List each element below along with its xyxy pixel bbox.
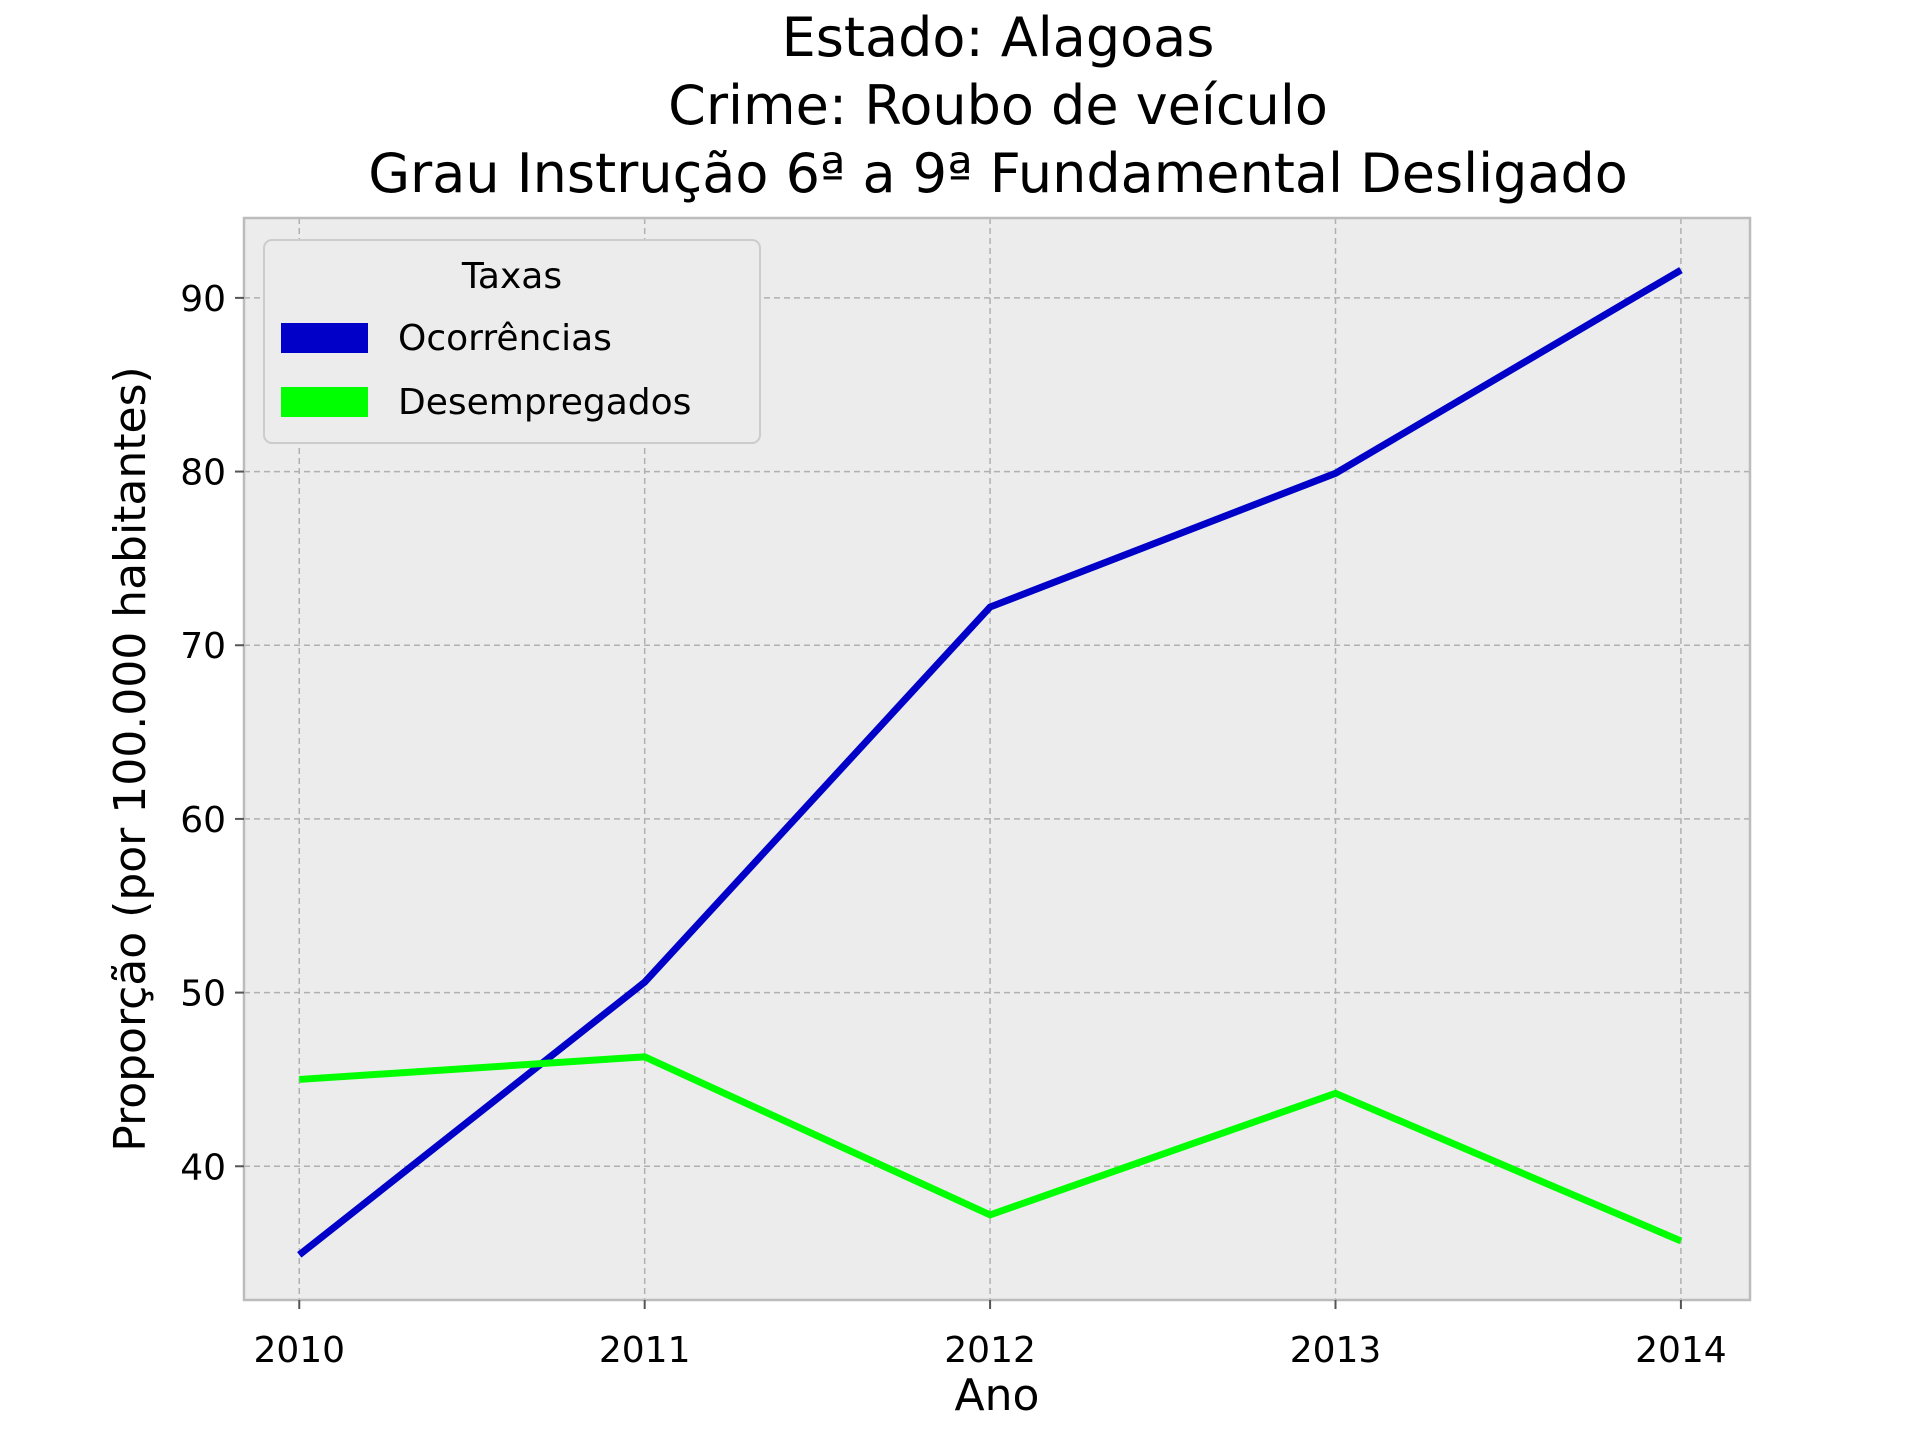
chart-title-line-1: Estado: Alagoas bbox=[782, 6, 1215, 69]
series-line-desempregados bbox=[299, 1053, 1683, 1245]
y-axis-label: Proporção (por 100.000 habitantes) bbox=[105, 366, 156, 1151]
x-tick-label: 2014 bbox=[1635, 1330, 1727, 1371]
y-tick-label: 80 bbox=[180, 453, 226, 494]
x-tick-label: 2012 bbox=[944, 1330, 1036, 1371]
y-tick-label: 50 bbox=[180, 974, 226, 1015]
chart-title-line-3: Grau Instrução 6ª a 9ª Fundamental Desli… bbox=[368, 142, 1628, 205]
legend: Taxas Ocorrências Desempregados bbox=[263, 239, 761, 444]
plot-frame bbox=[242, 216, 1752, 1302]
legend-swatch-ocorrencias bbox=[281, 323, 368, 353]
x-tick-label: 2010 bbox=[253, 1330, 345, 1371]
y-tick-label: 70 bbox=[180, 626, 226, 667]
y-tick-label: 90 bbox=[180, 279, 226, 320]
legend-title: Taxas bbox=[461, 256, 562, 297]
chart-title-line-2: Crime: Roubo de veículo bbox=[668, 74, 1328, 137]
x-tick-label: 2011 bbox=[599, 1330, 691, 1371]
legend-label-ocorrencias: Ocorrências bbox=[398, 318, 612, 359]
x-axis-label: Ano bbox=[955, 1370, 1040, 1421]
grid-lines bbox=[244, 218, 1750, 1300]
x-tick-label: 2013 bbox=[1290, 1330, 1382, 1371]
series-lines bbox=[297, 267, 1683, 1258]
chart-title: Estado: Alagoas Crime: Roubo de veículo … bbox=[368, 6, 1628, 205]
y-tick-label: 60 bbox=[180, 800, 226, 841]
axis-ticks: 2010 2011 2012 2013 2014 40 50 60 70 80 90 bbox=[180, 279, 1727, 1371]
legend-frame bbox=[263, 239, 761, 444]
y-tick-label: 40 bbox=[180, 1147, 226, 1188]
legend-label-desempregados: Desempregados bbox=[398, 382, 691, 423]
legend-swatch-desempregados bbox=[281, 387, 368, 417]
series-line-ocorrencias bbox=[297, 267, 1683, 1258]
